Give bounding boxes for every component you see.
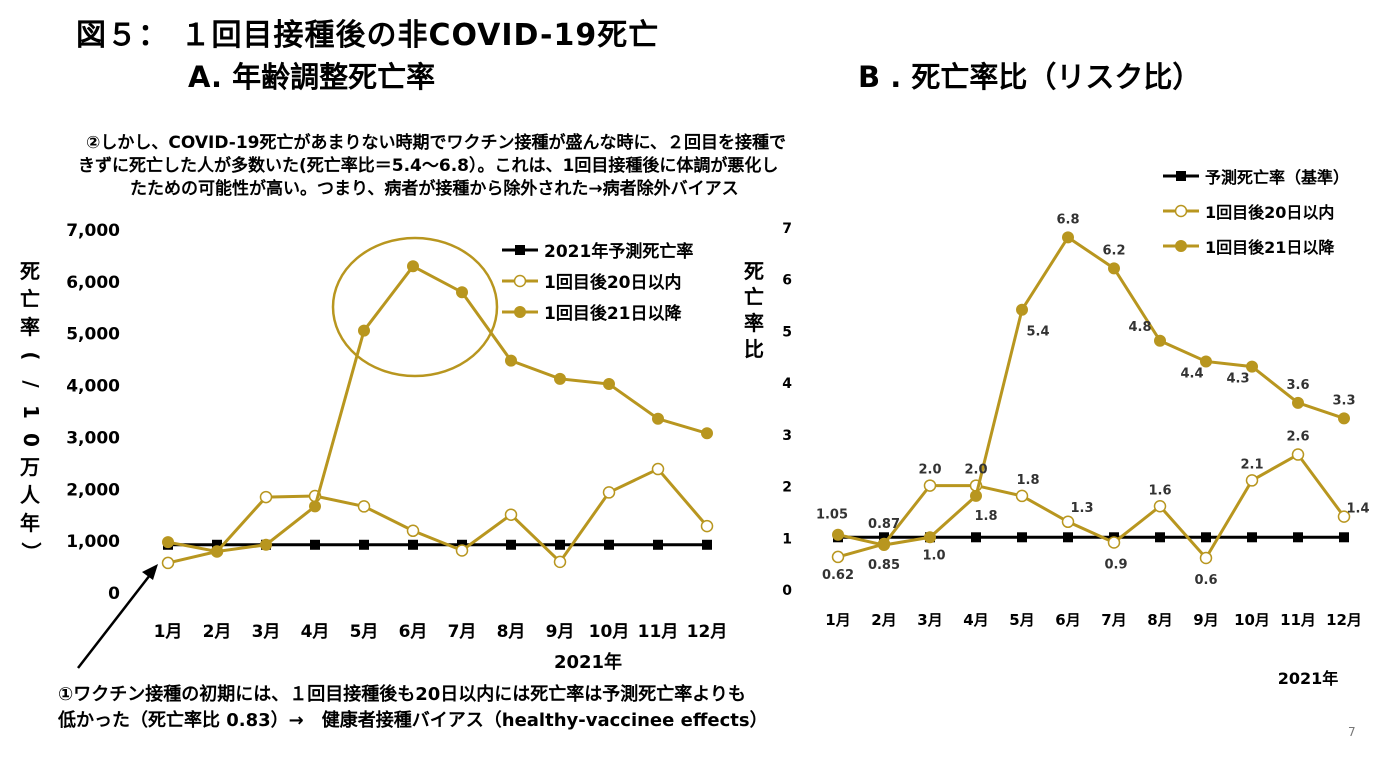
- data-point: [456, 286, 468, 299]
- y-axis-title-char: 年: [20, 511, 40, 535]
- y-axis-title-char: (: [19, 351, 43, 360]
- x-axis-title: 2021年: [554, 651, 622, 673]
- data-point: [212, 539, 222, 550]
- data-point: [653, 539, 663, 550]
- data-point: [555, 539, 565, 550]
- y-tick-label: 4,000: [66, 377, 120, 397]
- data-point: [603, 378, 615, 391]
- y-axis-title-char: ）: [19, 542, 43, 562]
- data-point: [408, 539, 418, 550]
- data-point: [700, 519, 714, 533]
- y-tick-label: 6,000: [66, 273, 120, 293]
- y-axis-title-char: /: [19, 380, 43, 388]
- y-tick-label: 5,000: [66, 325, 120, 345]
- data-point: [504, 508, 518, 521]
- y-axis-title-char: 率: [20, 315, 40, 339]
- x-tick-label: 6月: [399, 622, 428, 642]
- x-tick-label: 1月: [154, 622, 183, 642]
- data-point: [602, 486, 616, 499]
- data-point: [702, 539, 712, 550]
- y-tick-label: 7,000: [66, 221, 120, 241]
- subtitle-a: A. 年齢調整死亡率: [188, 60, 436, 94]
- annotation-arrow-line: [77, 574, 151, 669]
- y-axis-title-char: 万: [19, 455, 40, 479]
- data-point: [211, 545, 223, 558]
- subtitle-b: B . 死亡率比（リスク比）: [858, 60, 1202, 94]
- series-line: [167, 264, 708, 554]
- data-point: [652, 412, 664, 425]
- y-tick-label: 0: [108, 584, 120, 604]
- note1-line1: ①ワクチン接種の初期には、１回目接種後も20日以内には死亡率は予測死亡率よりも: [58, 684, 746, 705]
- data-point: [506, 539, 516, 550]
- data-point: [455, 544, 469, 557]
- data-point: [651, 462, 665, 476]
- x-tick-label: 7月: [448, 622, 477, 642]
- y-tick-label: 3,000: [66, 428, 120, 448]
- data-point: [259, 490, 273, 504]
- x-tick-label: 11月: [638, 622, 679, 642]
- data-point: [407, 260, 419, 273]
- page-title: 図５： １回目接種後の非COVID-19死亡: [76, 18, 660, 53]
- x-tick-label: 12月: [687, 622, 728, 642]
- legend-marker: [513, 274, 527, 288]
- data-point: [260, 538, 272, 551]
- data-point: [161, 556, 175, 570]
- y-tick-label: 2,000: [66, 480, 120, 500]
- y-axis-title-char: 亡: [20, 287, 40, 311]
- x-tick-label: 10月: [589, 622, 630, 642]
- highlight-ellipse: [331, 236, 499, 378]
- data-point: [357, 500, 371, 513]
- legend-marker: [514, 306, 526, 318]
- note2-line1: ②しかし、COVID-19死亡があまりない時期でワクチン接種が盛んな時に、２回目…: [86, 133, 786, 153]
- y-axis-title-char: 死: [20, 259, 40, 283]
- y-tick-label: 1,000: [66, 532, 120, 552]
- data-point: [359, 539, 369, 550]
- data-point: [505, 354, 517, 367]
- data-point: [309, 500, 321, 513]
- x-tick-label: 2月: [203, 622, 232, 642]
- x-tick-label: 8月: [497, 622, 526, 642]
- legend-label: 2021年予測死亡率: [544, 241, 693, 262]
- y-axis-title-char: 0: [19, 433, 43, 447]
- data-point: [162, 536, 174, 549]
- x-tick-label: 4月: [301, 622, 330, 642]
- y-axis-title-char: 1: [19, 405, 43, 419]
- y-axis-title-char: 人: [20, 483, 41, 507]
- data-point: [554, 372, 566, 385]
- data-point: [406, 524, 420, 538]
- series-line: [167, 467, 709, 565]
- data-point: [604, 539, 614, 550]
- data-point: [358, 324, 370, 337]
- data-point: [701, 427, 713, 440]
- annotation-arrow-head: [142, 564, 158, 580]
- legend-marker: [515, 245, 525, 255]
- data-point: [553, 555, 567, 569]
- page-number: 7: [1348, 725, 1356, 739]
- x-tick-label: 5月: [350, 622, 379, 642]
- note2-line2: きずに死亡した人が多数いた(死亡率比＝5.4～6.8）。これは、1回目接種後に体…: [78, 156, 779, 176]
- legend-label: 1回目後20日以内: [544, 272, 682, 293]
- data-point: [310, 539, 320, 550]
- legend-label: 1回目後21日以降: [544, 303, 682, 324]
- note2-line3: たための可能性が高い。つまり、病者が接種から除外された→病者除外バイアス: [130, 179, 739, 199]
- note1-line2: 低かった（死亡率比 0.83）→ 健康者接種バイアス（healthy-vacci…: [58, 710, 768, 731]
- x-tick-label: 3月: [252, 622, 281, 642]
- x-tick-label: 9月: [546, 622, 575, 642]
